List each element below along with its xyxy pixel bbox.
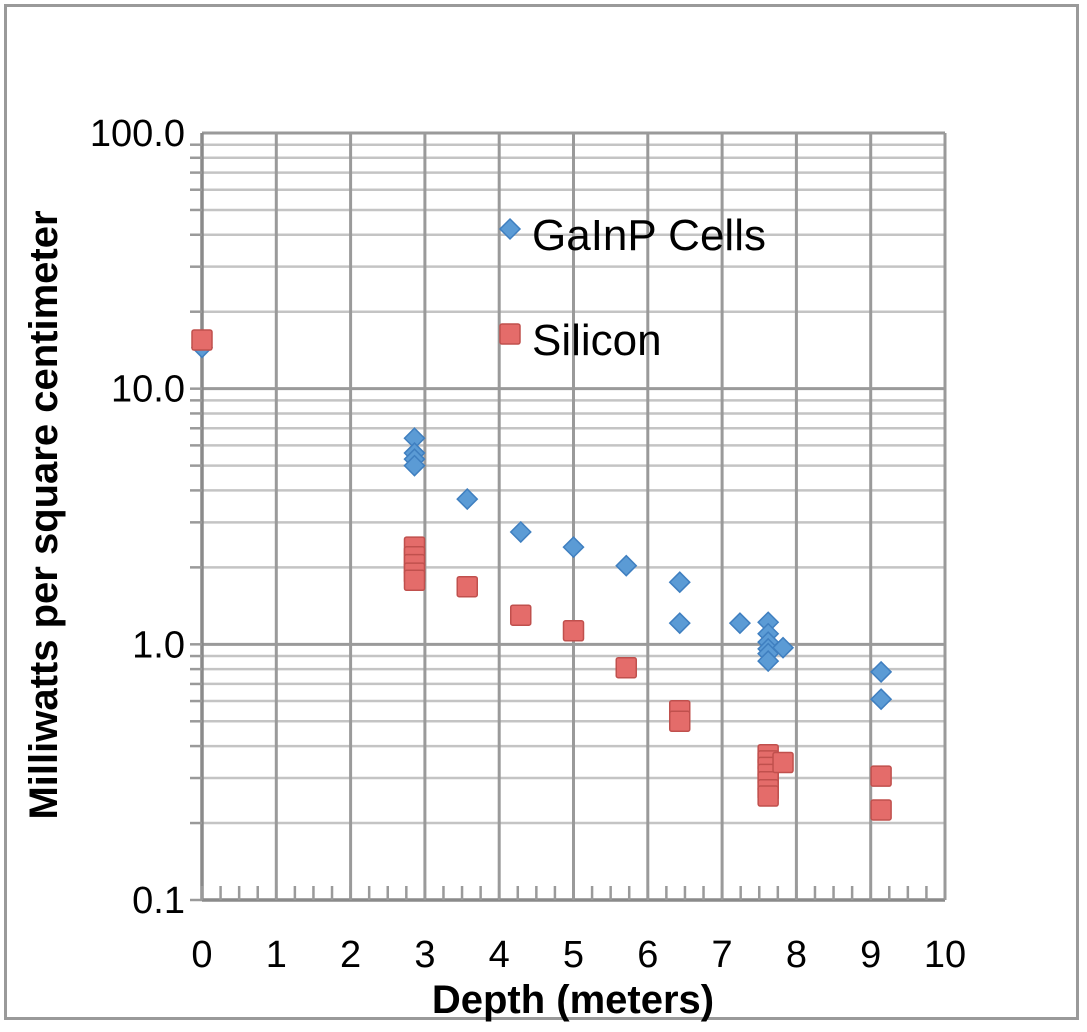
silicon-point (870, 765, 892, 787)
x-tick-label: 9 (860, 934, 881, 976)
x-tick-label: 3 (414, 934, 435, 976)
x-tick-label: 7 (712, 934, 733, 976)
x-tick-label: 10 (924, 934, 966, 976)
y-axis-title: Milliwatts per square centimeter (22, 210, 66, 819)
silicon-point (668, 710, 691, 733)
gainp-point (615, 554, 638, 577)
gainp-point (757, 650, 780, 673)
silicon-point (757, 785, 779, 807)
silicon-point (403, 569, 426, 592)
legend-gainp-marker (498, 217, 522, 241)
gainp-point (870, 660, 893, 683)
silicon-point (772, 751, 794, 774)
silicon-point (615, 656, 638, 679)
silicon-point (456, 575, 479, 598)
gainp-point (668, 571, 691, 594)
y-tick-label: 0.1 (132, 880, 185, 922)
legend-label: Silicon (532, 316, 662, 365)
x-tick-label: 0 (191, 934, 212, 976)
gainp-point (456, 488, 479, 511)
x-tick-label: 1 (266, 934, 287, 976)
gainp-point (668, 612, 691, 635)
legend: GaInP Cells Silicon (498, 211, 766, 365)
chart-frame (4, 4, 1079, 1020)
x-tick-label: 4 (489, 934, 510, 976)
gainp-point (403, 454, 426, 477)
silicon-point (509, 604, 532, 626)
silicon-point (191, 329, 213, 351)
gainp-point (562, 536, 585, 559)
y-tick-label: 100.0 (90, 113, 185, 155)
gainp-point (771, 636, 795, 659)
x-tick-label: 6 (637, 934, 658, 976)
x-tick-label: 8 (786, 934, 807, 976)
point-layer (190, 329, 893, 821)
legend-label: GaInP Cells (532, 211, 766, 260)
gainp-point (509, 520, 532, 544)
gainp-point (728, 612, 751, 635)
tick-layer: 0 1 2 3 4 5 6 7 8 9 10 0.1 1.0 10.0 100.0 (90, 113, 966, 976)
grid-layer (200, 131, 947, 902)
y-tick-label: 10.0 (111, 369, 185, 411)
silicon-point (562, 620, 585, 642)
x-tick-label: 5 (563, 934, 584, 976)
legend-silicon-marker (499, 323, 521, 345)
gainp-point (870, 688, 893, 711)
silicon-point (870, 799, 892, 821)
x-tick-label: 2 (340, 934, 361, 976)
x-axis-title: Depth (meters) (432, 978, 714, 1022)
y-tick-label: 1.0 (132, 624, 185, 666)
